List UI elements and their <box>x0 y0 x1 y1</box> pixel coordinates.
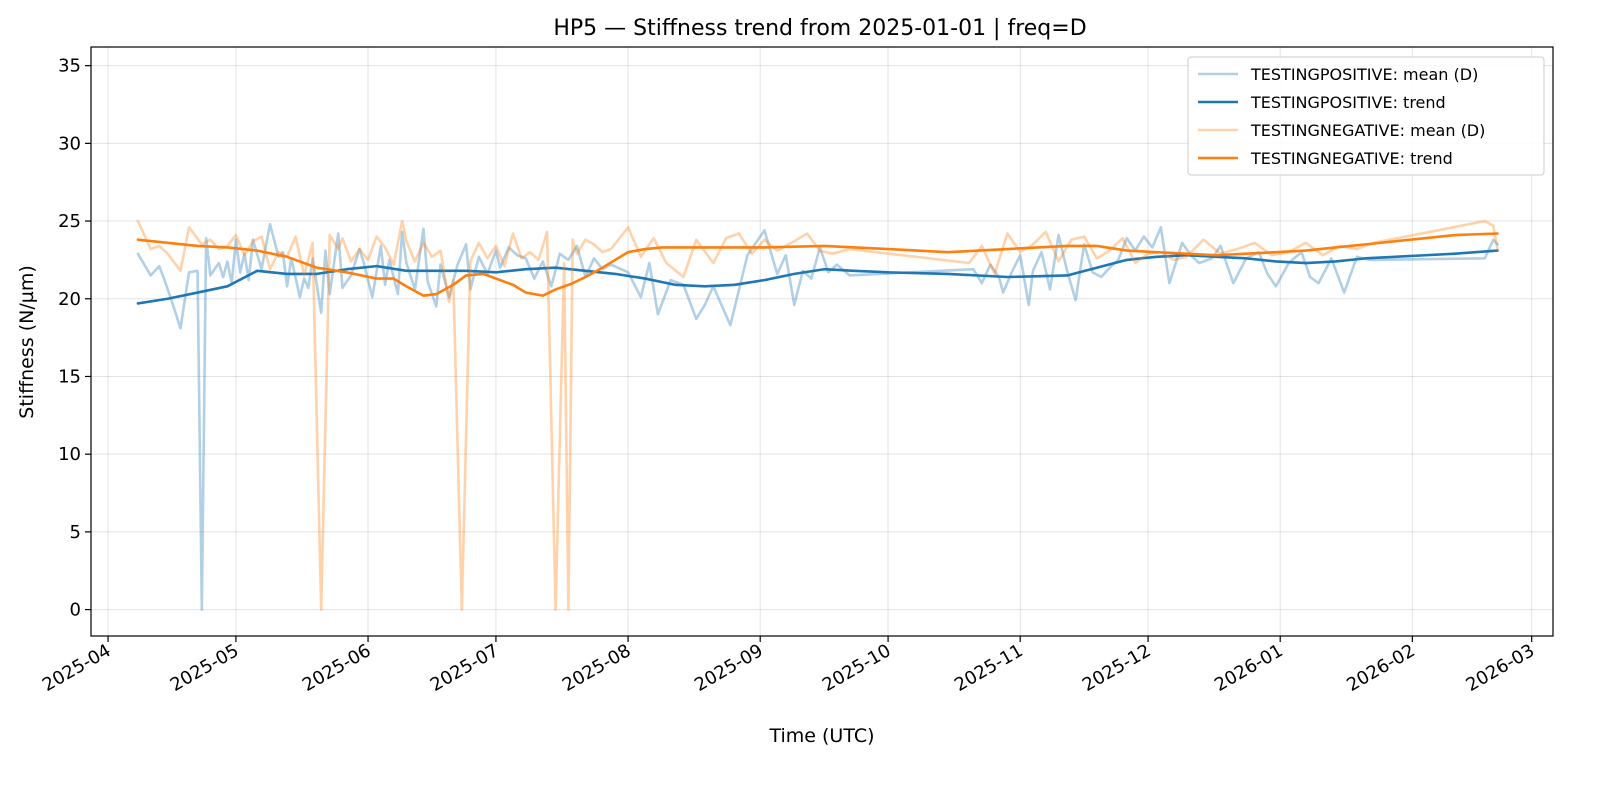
plot-frame <box>90 46 1554 637</box>
y-axis-label: Stiffness (N/µm) <box>16 265 38 418</box>
y-tick-label: 20 <box>58 289 81 310</box>
series-line-1 <box>136 222 1499 611</box>
chart-title: HP5 — Stiffness trend from 2025-01-01 | … <box>553 16 1086 41</box>
y-tick-label: 15 <box>58 366 81 387</box>
y-tick-label: 30 <box>58 133 81 154</box>
y-tick-label: 10 <box>58 444 81 465</box>
y-tick-label: 25 <box>58 211 81 232</box>
legend-label: TESTINGPOSITIVE: trend <box>1250 93 1446 112</box>
grid-lines <box>91 47 1553 636</box>
y-tick-label: 5 <box>70 522 81 543</box>
legend-label: TESTINGNEGATIVE: trend <box>1250 149 1453 168</box>
y-tick-label: 0 <box>70 600 81 621</box>
series-line-4 <box>136 232 1499 297</box>
legend-frame <box>1187 56 1545 176</box>
x-axis-label: Time (UTC) <box>768 725 874 747</box>
y-tick-label: 35 <box>58 56 81 77</box>
y-axis: 0 5 10 15 20 25 30 35 <box>58 56 91 621</box>
legend-label: TESTINGNEGATIVE: mean (D) <box>1250 121 1485 140</box>
legend: TESTINGPOSITIVE: mean (D) TESTINGPOSITIVE… <box>1187 56 1545 176</box>
legend-label: TESTINGPOSITIVE: mean (D) <box>1250 65 1478 84</box>
series-line-2 <box>136 249 1499 305</box>
data-series <box>136 219 1499 611</box>
